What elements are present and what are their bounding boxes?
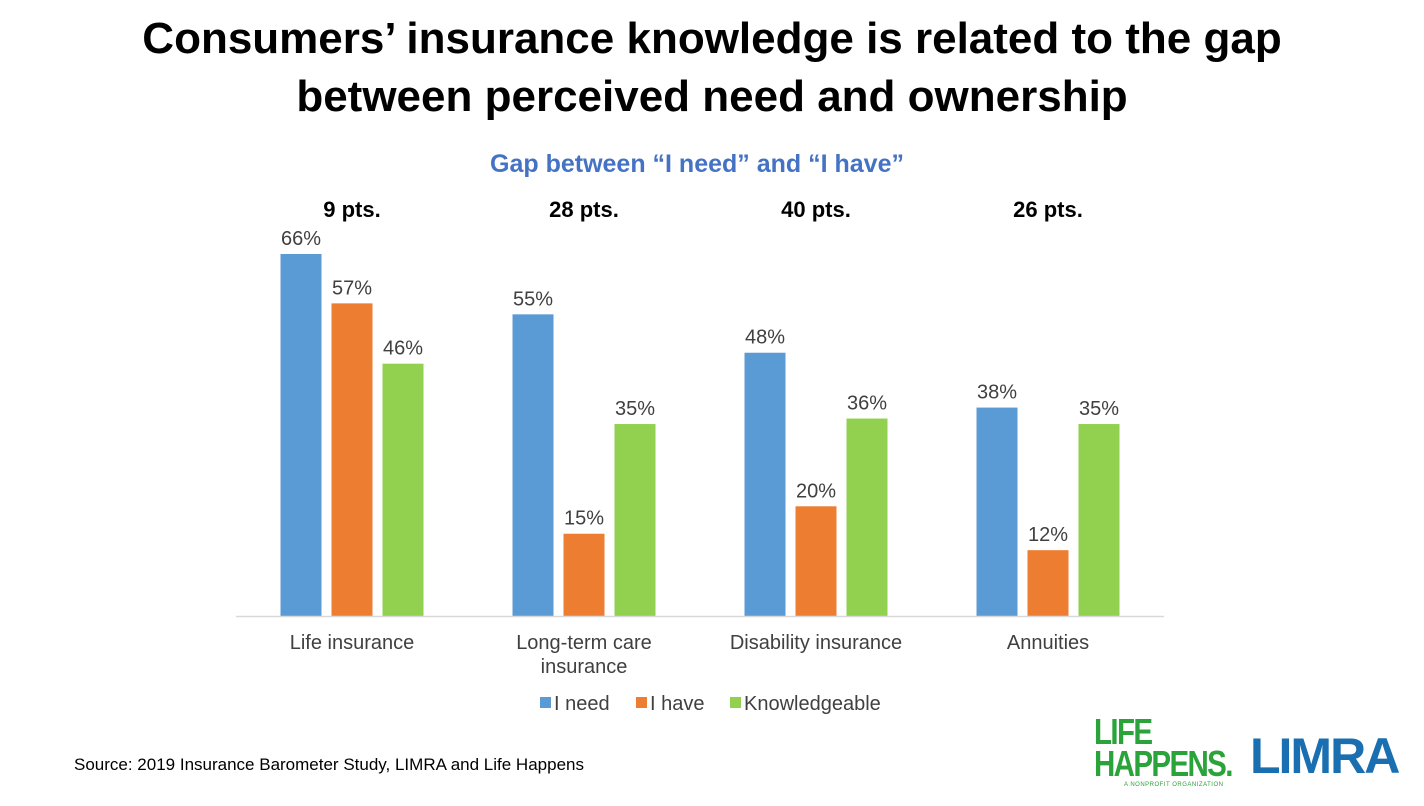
bar-knowledgeable-1 bbox=[614, 424, 656, 616]
bar-i-have-2 bbox=[795, 506, 837, 616]
data-label: 57% bbox=[332, 277, 372, 299]
bar-i-need-3 bbox=[976, 407, 1018, 616]
legend-swatch-i-have bbox=[636, 697, 647, 708]
life-happens-logo-sub: A NONPROFIT ORGANIZATION bbox=[1124, 782, 1224, 788]
bar-i-need-0 bbox=[280, 254, 322, 616]
bar-i-have-0 bbox=[331, 303, 373, 616]
gap-label: 28 pts. bbox=[549, 197, 619, 222]
data-label: 15% bbox=[564, 508, 604, 530]
bar-knowledgeable-0 bbox=[382, 363, 424, 616]
category-label: insurance bbox=[541, 656, 628, 678]
gap-label: 40 pts. bbox=[781, 197, 851, 222]
bar-i-have-1 bbox=[563, 533, 605, 616]
legend-swatch-i-need bbox=[540, 697, 551, 708]
page-title-line2: between perceived need and ownership bbox=[296, 72, 1128, 121]
chart-title: Gap between “I need” and “I have” bbox=[490, 150, 904, 178]
data-label: 35% bbox=[615, 398, 655, 420]
data-label: 36% bbox=[847, 393, 887, 415]
gap-label: 26 pts. bbox=[1013, 197, 1083, 222]
bar-knowledgeable-2 bbox=[846, 418, 888, 616]
page-title-line1: Consumers’ insurance knowledge is relate… bbox=[142, 14, 1282, 63]
page-title: Consumers’ insurance knowledge is relate… bbox=[0, 10, 1424, 126]
data-label: 55% bbox=[513, 288, 553, 310]
category-label: Long-term care bbox=[516, 632, 652, 654]
bar-knowledgeable-3 bbox=[1078, 424, 1120, 616]
life-happens-logo-line1: LIFE bbox=[1094, 711, 1153, 752]
category-label: Annuities bbox=[1007, 632, 1089, 654]
category-label: Life insurance bbox=[290, 632, 415, 654]
data-label: 20% bbox=[796, 480, 836, 502]
data-label: 35% bbox=[1079, 398, 1119, 420]
legend-label: I have bbox=[650, 693, 704, 715]
data-label: 12% bbox=[1028, 524, 1068, 546]
limra-logo: LIMRA bbox=[1250, 728, 1400, 784]
data-label: 66% bbox=[281, 228, 321, 250]
legend-swatch-knowledgeable bbox=[730, 697, 741, 708]
data-label: 38% bbox=[977, 382, 1017, 404]
legend-label: I need bbox=[554, 693, 610, 715]
bar-i-have-3 bbox=[1027, 550, 1069, 616]
gap-label: 9 pts. bbox=[323, 197, 380, 222]
category-label: Disability insurance bbox=[730, 632, 902, 654]
life-happens-logo: LIFE HAPPENS. A NONPROFIT ORGANIZATION bbox=[1094, 711, 1233, 789]
life-happens-logo-line2: HAPPENS. bbox=[1094, 743, 1233, 784]
source-note: Source: 2019 Insurance Barometer Study, … bbox=[74, 755, 584, 774]
data-label: 48% bbox=[745, 327, 785, 349]
data-label: 46% bbox=[383, 338, 423, 360]
bar-i-need-1 bbox=[512, 314, 554, 616]
bar-i-need-2 bbox=[744, 352, 786, 616]
legend-label: Knowledgeable bbox=[744, 693, 881, 715]
